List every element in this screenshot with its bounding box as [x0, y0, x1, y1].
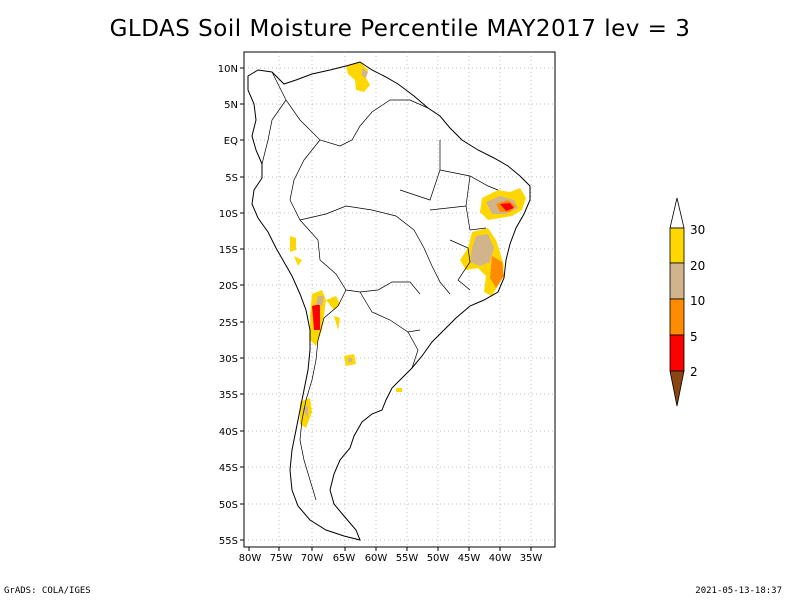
colorbar-label: 20 [690, 259, 705, 273]
footer-timestamp: 2021-05-13-18:37 [695, 586, 782, 596]
lat-labels: 10N 5N EQ 5S 10S 15S 20S 25S 30S 35S 40S… [218, 64, 238, 547]
lat-label: 50S [219, 500, 238, 511]
lat-gridlines [244, 67, 555, 541]
shade-nw-argentina [326, 296, 340, 310]
shade-cordoba-tan [348, 358, 352, 362]
lat-label: 55S [219, 536, 238, 547]
shade-ne-brazil-red [500, 203, 514, 211]
lon-label: 40W [489, 553, 512, 564]
colorbar-above30 [669, 197, 685, 229]
percentile-shading [290, 62, 526, 428]
shade-north-chile-red [312, 304, 320, 330]
lat-label: 20S [219, 281, 238, 292]
lon-label: 80W [239, 553, 262, 564]
lat-label: EQ [224, 136, 238, 147]
colorbar-label: 5 [690, 330, 698, 344]
state-borders [399, 140, 499, 291]
lon-label: 65W [333, 553, 356, 564]
lat-label: 10S [219, 209, 238, 220]
colorbar-below2 [669, 370, 685, 407]
colorbar-20-30 [669, 227, 685, 264]
colorbar-label: 2 [690, 365, 698, 379]
lat-label: 45S [219, 463, 238, 474]
lon-label: 70W [301, 553, 324, 564]
coastline-south-america [247, 61, 531, 541]
shade-peru [290, 236, 296, 252]
lat-label: 35S [219, 390, 238, 401]
colorbar-5-10 [669, 298, 685, 336]
shade-east-brazil-orange [490, 256, 504, 288]
shade-nw-argentina-2 [334, 316, 340, 330]
shade-north-chile-tan [316, 296, 324, 306]
map-frame [243, 51, 556, 548]
lon-label: 45W [458, 553, 481, 564]
lon-label: 50W [427, 553, 450, 564]
lat-label: 10N [218, 64, 238, 75]
colorbar-label: 30 [690, 223, 705, 237]
footer-credit: GrADS: COLA/IGES [4, 586, 91, 596]
coastlines [247, 61, 531, 541]
lat-label: 40S [219, 427, 238, 438]
country-borders [261, 71, 451, 501]
lon-label: 35W [520, 553, 543, 564]
lat-label: 30S [219, 354, 238, 365]
lon-label: 55W [396, 553, 419, 564]
shade-buenos-aires [396, 388, 402, 392]
lat-label: 5S [225, 173, 238, 184]
lat-label: 15S [219, 245, 238, 256]
colorbar-2-5 [669, 334, 685, 372]
lon-label: 75W [270, 553, 293, 564]
shade-peru-2 [294, 256, 302, 266]
lon-gridlines [278, 52, 532, 547]
lat-label: 25S [219, 318, 238, 329]
lon-label: 60W [365, 553, 388, 564]
map-title: GLDAS Soil Moisture Percentile MAY2017 l… [109, 16, 691, 42]
colorbar-labels: 30 20 10 5 2 [690, 223, 705, 379]
colorbar [669, 197, 685, 407]
lon-labels: 80W 75W 70W 65W 60W 55W 50W 45W 40W 35W [239, 553, 543, 564]
shade-east-brazil-tan [470, 234, 494, 266]
lat-label: 5N [224, 100, 238, 111]
colorbar-label: 10 [690, 294, 705, 308]
tick-marks [240, 67, 532, 551]
shade-venezuela-core [362, 68, 368, 78]
colorbar-10-20 [669, 262, 685, 300]
shade-central-chile-tan [302, 406, 308, 418]
